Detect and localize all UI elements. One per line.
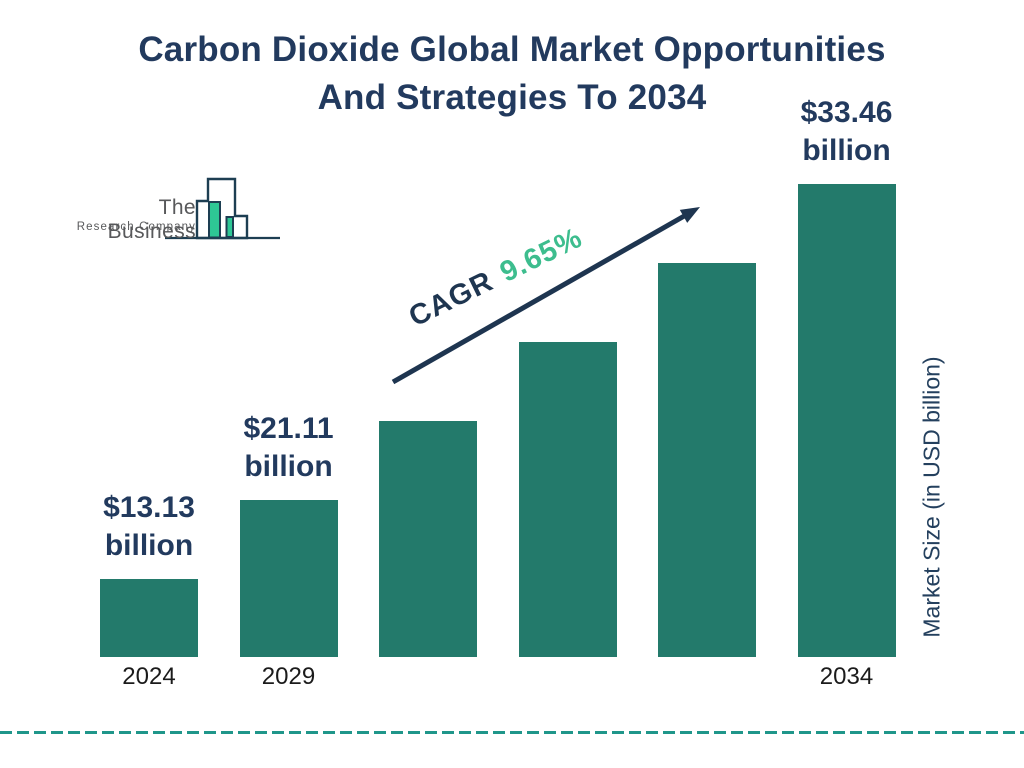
- company-logo: The Business Research Company: [75, 176, 287, 248]
- bar: [379, 421, 477, 657]
- y-axis-label: Market Size (in USD billion): [918, 356, 945, 638]
- x-tick-label: 2024: [122, 663, 176, 690]
- bar: [518, 342, 617, 657]
- page-title: Carbon Dioxide Global Market Opportuniti…: [0, 26, 1024, 122]
- title-line-2: And Strategies To 2034: [317, 78, 707, 117]
- bar: [239, 500, 338, 657]
- bar-value-label: $21.11 billion: [243, 412, 334, 483]
- cagr-annotation: CAGR9.65%: [404, 222, 588, 334]
- logo-text-line1: The Business: [107, 196, 196, 243]
- bar-value-label: $33.46 billion: [800, 96, 893, 167]
- cagr-label: CAGR: [403, 265, 499, 334]
- logo-bar-chart-icon: [165, 177, 280, 240]
- bar-value-label: $13.13 billion: [103, 491, 195, 562]
- x-tick-label: 2034: [819, 663, 874, 690]
- title-line-1: Carbon Dioxide Global Market Opportuniti…: [138, 30, 886, 69]
- bottom-dashed-divider: [0, 731, 1024, 734]
- x-tick-label: 2029: [261, 663, 316, 690]
- bar: [797, 184, 896, 657]
- cagr-value: 9.65%: [495, 221, 588, 289]
- logo-text-line2: Research Company: [76, 221, 196, 233]
- bar: [100, 579, 198, 657]
- bar: [658, 263, 756, 657]
